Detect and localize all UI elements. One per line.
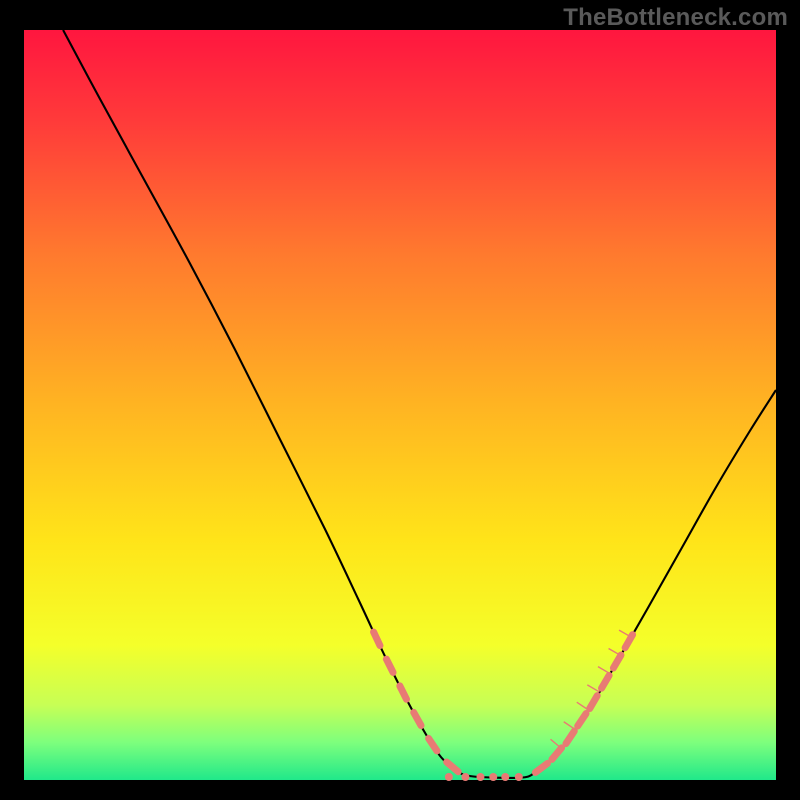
curve-overlay [24,30,776,780]
watermark-text: TheBottleneck.com [563,4,788,32]
bottleneck-chart [24,30,776,780]
bottleneck-curve [63,30,776,778]
curve-markers [374,630,633,781]
